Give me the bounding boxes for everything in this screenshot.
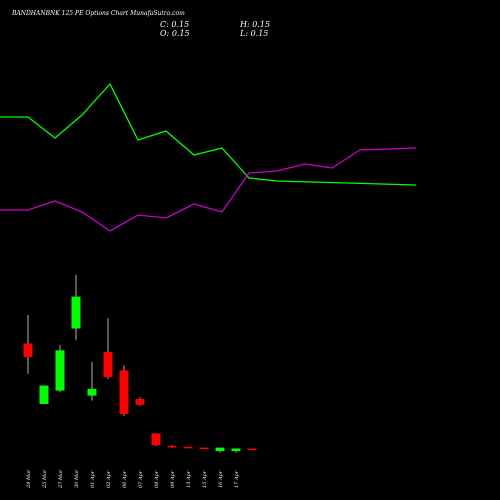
open-readout: O: 0.15 — [160, 29, 190, 38]
candle-body — [103, 351, 113, 378]
candle-body — [199, 447, 209, 450]
x-tick-label: 16 Apr — [218, 470, 224, 488]
candle — [167, 445, 177, 448]
candle — [183, 446, 193, 449]
x-tick-label: 24 Mar — [26, 469, 32, 489]
candle — [199, 447, 209, 450]
candle-body — [87, 388, 97, 396]
candle-body — [247, 448, 257, 450]
overlay-lines — [0, 82, 417, 232]
x-tick-label: 08 Apr — [154, 470, 160, 488]
low-value: 0.15 — [250, 29, 269, 38]
x-tick-label: 02 Apr — [106, 470, 112, 488]
low-label: L: — [240, 29, 249, 38]
candle-body — [215, 447, 225, 451]
overlay-line — [0, 82, 417, 186]
candle — [87, 362, 97, 401]
x-tick-label: 09 Apr — [170, 470, 176, 488]
candle-body — [55, 350, 65, 391]
candle — [39, 385, 49, 405]
x-tick-label: 07 Apr — [138, 470, 144, 488]
candle — [55, 345, 65, 393]
open-label: O: — [160, 29, 170, 38]
candle-body — [167, 445, 177, 448]
candle — [231, 448, 241, 453]
candle-body — [231, 448, 241, 451]
x-tick-label: 06 Apr — [122, 470, 128, 488]
x-tick-label: 25 Mar — [42, 469, 48, 489]
candle-body — [119, 370, 129, 415]
x-tick-label: 01 Apr — [90, 470, 96, 488]
candle — [23, 315, 33, 374]
candles — [23, 274, 257, 453]
candle — [247, 448, 257, 450]
open-value: 0.15 — [171, 29, 190, 38]
x-tick-label: 17 Apr — [234, 470, 240, 488]
candle-body — [39, 385, 49, 405]
x-tick-label: 27 Mar — [58, 469, 64, 489]
candle-body — [23, 343, 33, 358]
candle — [135, 397, 145, 406]
candle — [151, 433, 161, 446]
x-axis-ticks: 24 Mar 25 Mar 27 Mar 30 Mar 01 Apr 02 Apr 06 A… — [26, 469, 240, 489]
candle-body — [135, 398, 145, 405]
overlay-line — [0, 147, 417, 232]
x-tick-label: 15 Apr — [202, 470, 208, 488]
chart-title: BANDHANBNK 125 PE Options Chart MunafaSu… — [12, 10, 185, 17]
x-tick-label: 13 Apr — [186, 470, 192, 488]
candle-body — [183, 446, 193, 449]
close-label: C: — [160, 20, 169, 29]
close-value: 0.15 — [171, 20, 190, 29]
candle — [103, 318, 113, 379]
candle — [71, 274, 81, 341]
close-readout: C: 0.15 — [160, 20, 189, 29]
high-readout: H: 0.15 — [240, 20, 270, 29]
high-label: H: — [240, 20, 250, 29]
candle — [119, 365, 129, 416]
candle-body — [71, 296, 81, 329]
low-readout: L: 0.15 — [240, 29, 268, 38]
high-value: 0.15 — [252, 20, 271, 29]
candle-body — [151, 433, 161, 446]
x-tick-label: 30 Mar — [74, 469, 80, 488]
candle — [215, 447, 225, 453]
